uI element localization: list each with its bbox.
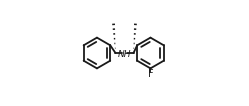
Text: NH: NH bbox=[118, 50, 131, 59]
Text: F: F bbox=[148, 69, 153, 79]
